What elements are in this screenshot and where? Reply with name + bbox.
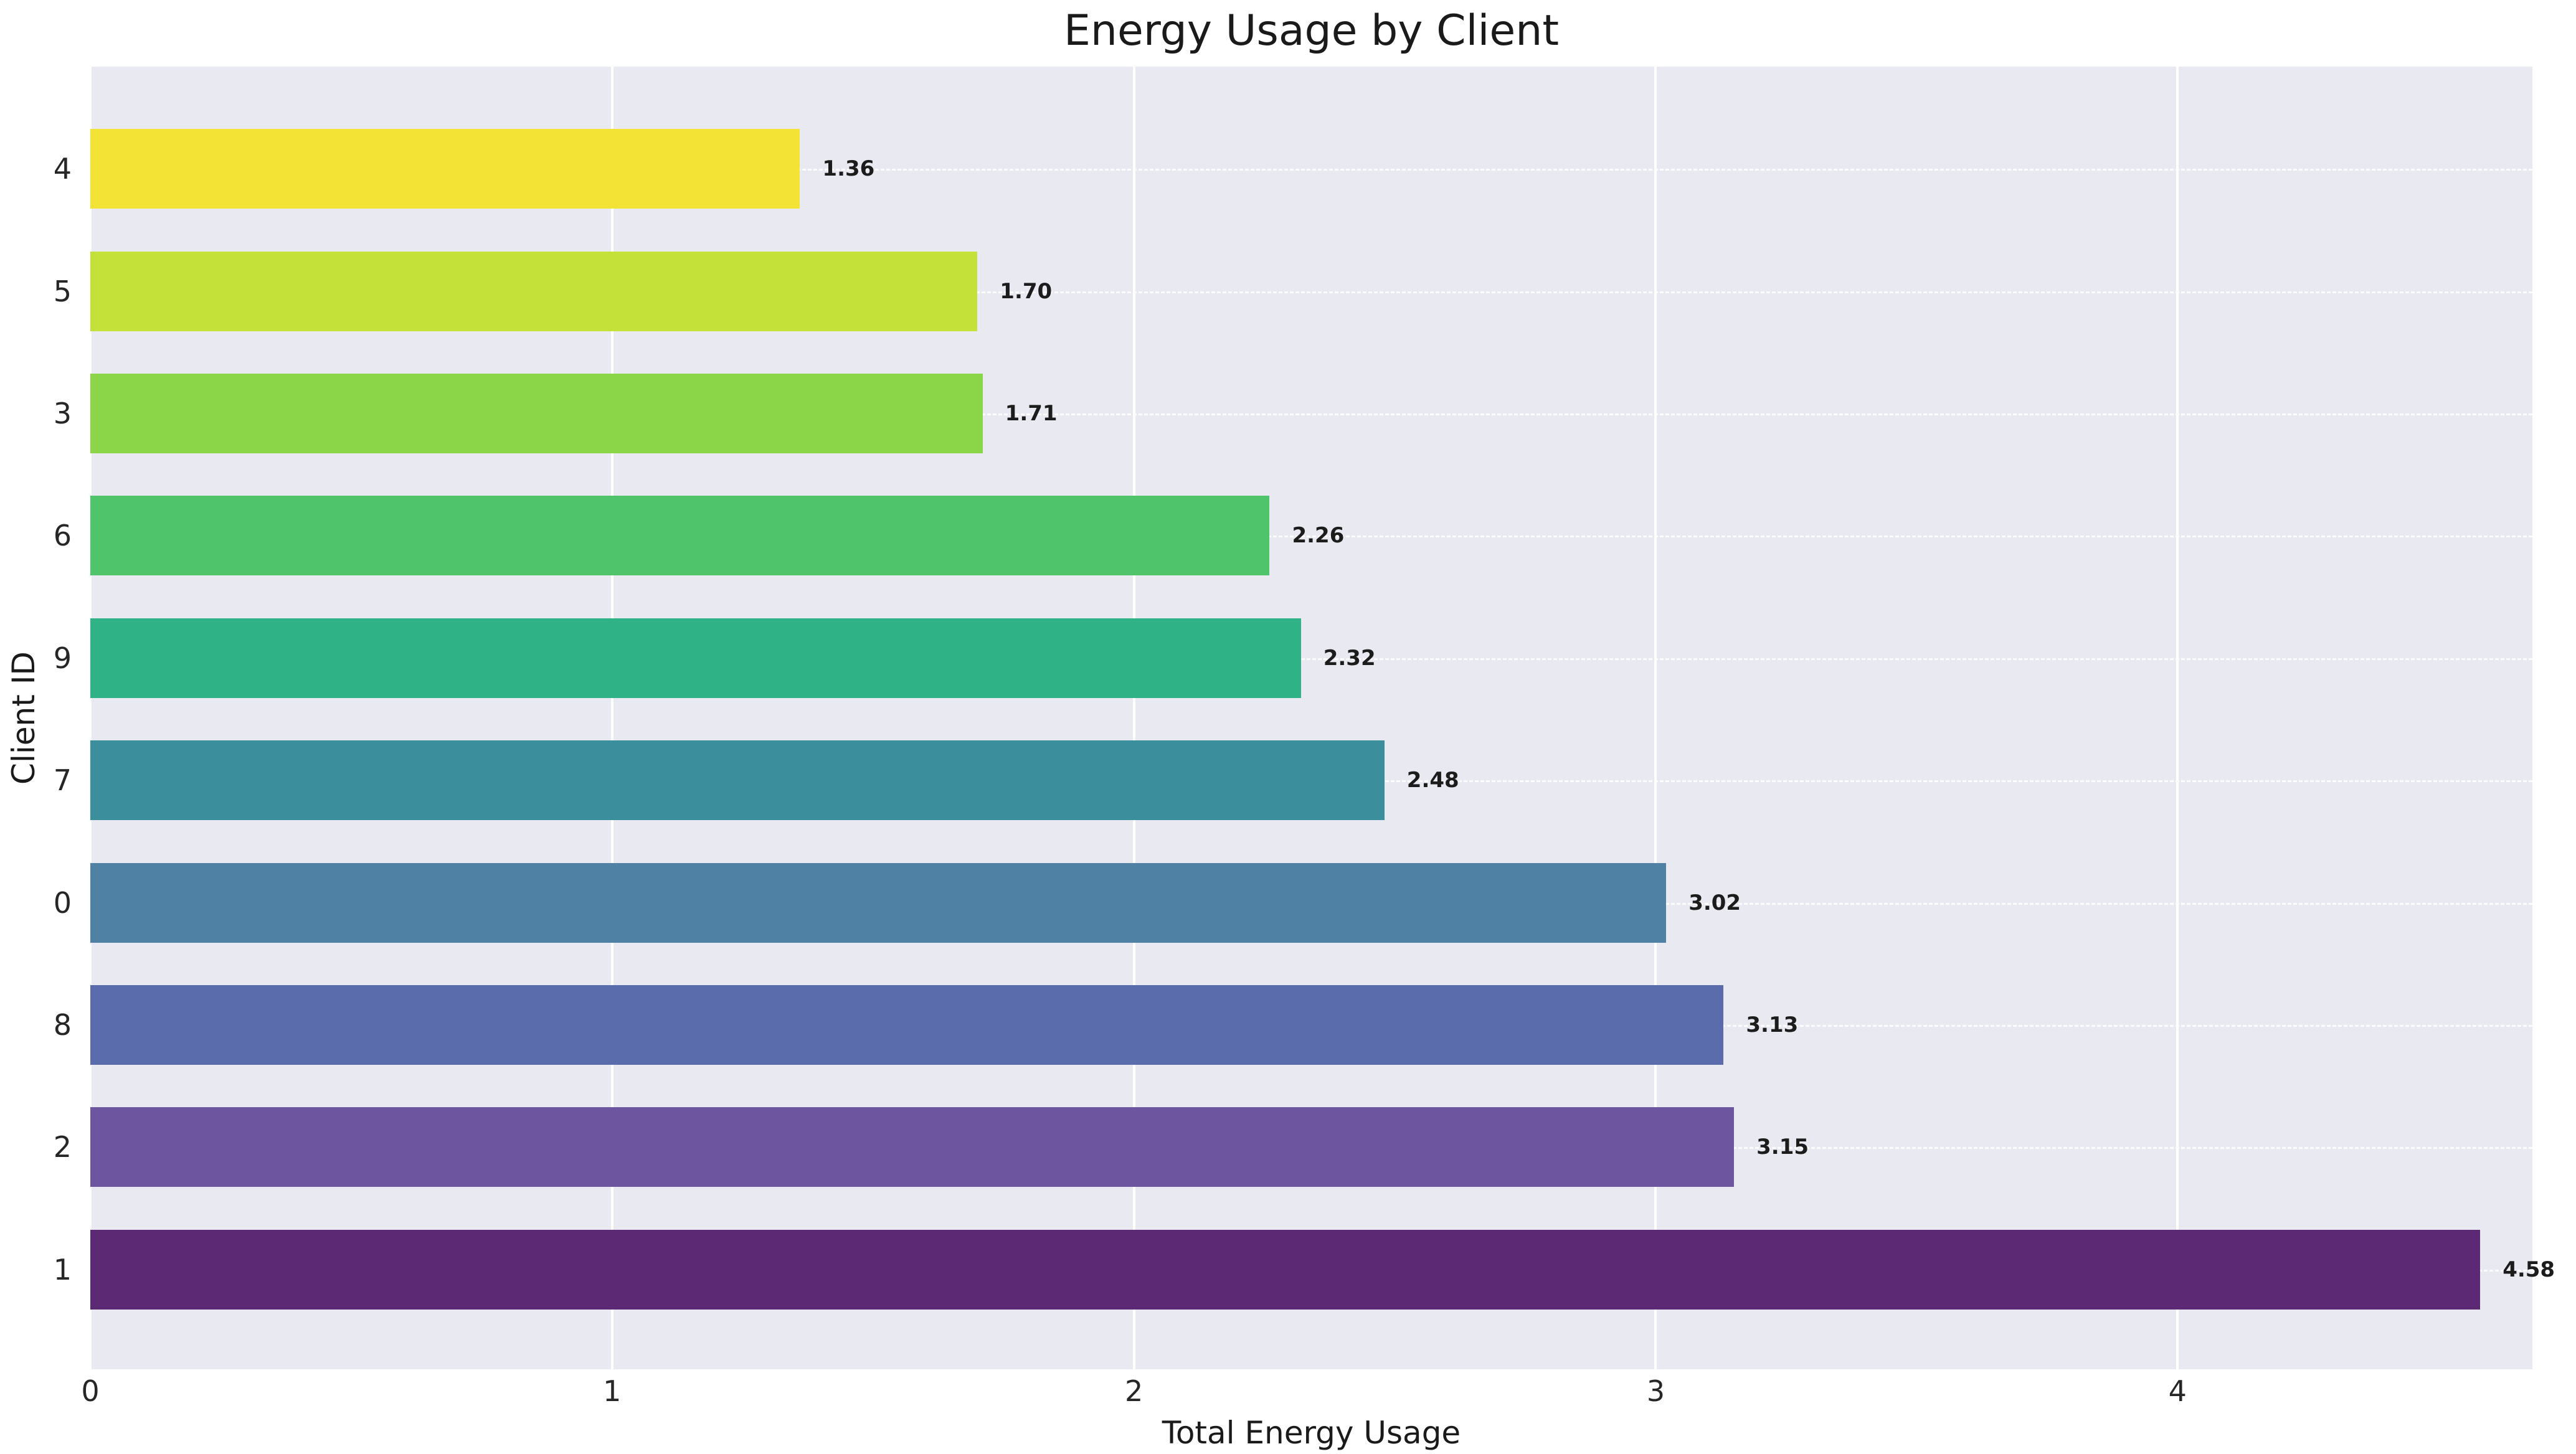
bar-value-label: 3.13 <box>1746 1013 1799 1038</box>
x-gridline <box>1654 67 1657 1369</box>
x-axis-label: Total Energy Usage <box>1162 1415 1461 1451</box>
bar-value-label: 1.71 <box>1005 401 1058 427</box>
y-tick-label: 7 <box>53 763 72 798</box>
x-tick-label: 3 <box>1646 1374 1665 1408</box>
x-gridline <box>89 67 92 1369</box>
bar-rows: 4 1.36 5 1.70 3 1.71 6 2.26 9 2.32 7 2.48 0 3.02 8 3.13… <box>54 108 2555 1331</box>
bar <box>90 1229 2481 1310</box>
x-gridline <box>1132 67 1135 1369</box>
bar-row: 1 4.58 <box>54 1209 2555 1331</box>
bar <box>90 862 1667 943</box>
bar-value-label: 1.70 <box>1000 278 1053 304</box>
y-gridline <box>90 413 2532 415</box>
bar-row: 0 3.02 <box>54 841 2532 963</box>
bar-row: 4 1.36 <box>54 108 2532 230</box>
bar-row: 9 2.32 <box>54 597 2532 719</box>
bar-value-label: 2.26 <box>1292 523 1345 549</box>
bar <box>90 740 1385 821</box>
y-tick-label: 0 <box>53 885 72 920</box>
x-gridline <box>610 67 613 1369</box>
x-tick-label: 4 <box>2168 1374 2187 1408</box>
bar-value-label: 1.36 <box>822 156 875 182</box>
bar <box>90 496 1270 576</box>
y-gridline <box>90 658 2532 660</box>
bar-row: 2 3.15 <box>54 1086 2532 1208</box>
bar-row: 5 1.70 <box>54 230 2532 352</box>
x-tick-label: 0 <box>81 1374 100 1408</box>
x-gridline <box>2176 67 2179 1369</box>
bar <box>90 129 800 209</box>
y-gridline <box>90 291 2532 293</box>
y-tick-label: 4 <box>53 152 72 186</box>
bar-row: 7 2.48 <box>54 719 2532 841</box>
bar-row: 8 3.13 <box>54 964 2532 1086</box>
y-tick-label: 9 <box>53 641 72 675</box>
x-tick-label: 2 <box>1125 1374 1144 1408</box>
plot-area: 4 1.36 5 1.70 3 1.71 6 2.26 9 2.32 7 2.48 0 3.02 8 3.13… <box>54 67 2555 1369</box>
bar-value-label: 3.02 <box>1688 890 1741 915</box>
y-tick-label: 2 <box>53 1130 72 1164</box>
bar-row: 3 1.71 <box>54 352 2532 474</box>
bar <box>90 985 1724 1065</box>
bar-value-label: 4.58 <box>2503 1257 2555 1282</box>
bar-row: 6 2.26 <box>54 474 2532 597</box>
chart-title: Energy Usage by Client <box>1063 6 1560 55</box>
bar <box>90 374 983 454</box>
y-tick-label: 8 <box>53 1008 72 1042</box>
bar-value-label: 2.48 <box>1406 768 1459 793</box>
y-tick-label: 1 <box>53 1252 72 1286</box>
y-tick-label: 3 <box>53 397 72 431</box>
bar-value-label: 2.32 <box>1323 645 1376 671</box>
y-tick-label: 6 <box>53 519 72 553</box>
y-tick-label: 5 <box>53 274 72 308</box>
bar <box>90 251 978 331</box>
x-tick-label: 1 <box>603 1374 622 1408</box>
bar <box>90 618 1301 698</box>
bar-value-label: 3.15 <box>1756 1135 1809 1160</box>
y-gridline <box>90 536 2532 538</box>
y-axis-label: Client ID <box>6 651 42 785</box>
y-gridline <box>90 169 2532 171</box>
bar <box>90 1107 1735 1187</box>
x-tick-labels: 0 1 2 3 4 <box>81 1374 2532 1420</box>
